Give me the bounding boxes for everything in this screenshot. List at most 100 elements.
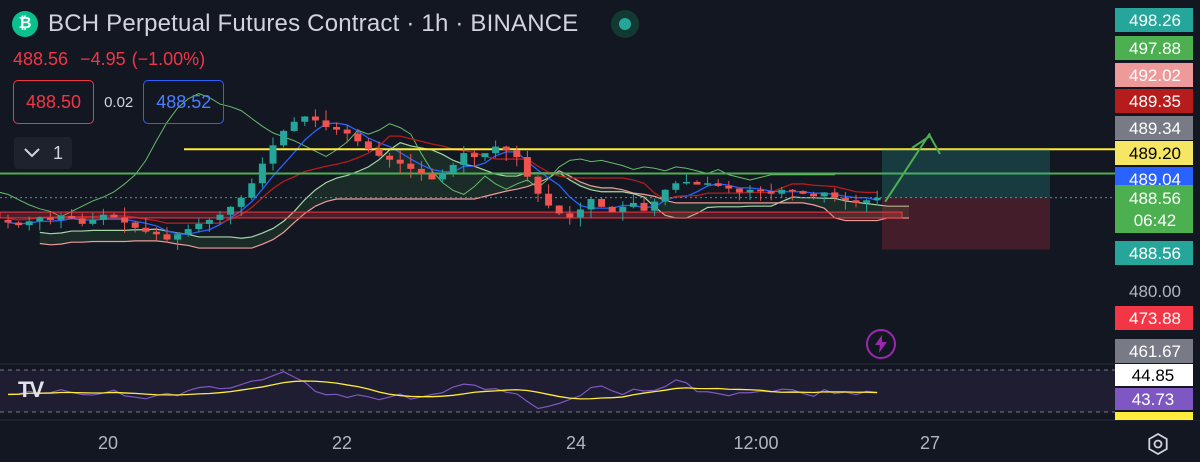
candle-body bbox=[661, 189, 669, 202]
indicators-count: 1 bbox=[52, 142, 63, 163]
candle-body bbox=[301, 116, 309, 122]
candle-body bbox=[184, 229, 192, 235]
collapse-indicators-button[interactable]: 1 bbox=[14, 137, 72, 169]
price-label-bg bbox=[1115, 63, 1193, 87]
chart-header: ₿ BCH Perpetual Futures Contract · 1h · … bbox=[12, 10, 639, 38]
candle-body bbox=[714, 183, 722, 186]
candle-body bbox=[258, 163, 266, 184]
candle-body bbox=[449, 164, 457, 173]
rsi-line bbox=[7, 371, 878, 410]
price-scale: 498.26 497.88 492.02 489.35 489.34 489.20 489.… bbox=[1115, 0, 1200, 420]
candlestick-series bbox=[4, 109, 881, 250]
chart-title: BCH Perpetual Futures Contract · 1h · BI… bbox=[48, 10, 579, 37]
candle-body bbox=[386, 155, 394, 160]
candle-body bbox=[481, 153, 489, 158]
candle-body bbox=[492, 146, 500, 154]
price-label: 492.02 bbox=[1129, 66, 1181, 85]
span-b-line bbox=[39, 170, 909, 249]
candle-body bbox=[555, 205, 563, 214]
candle-body bbox=[110, 214, 118, 218]
candle-body bbox=[810, 193, 818, 197]
projection-arrow bbox=[884, 132, 931, 203]
base-line bbox=[7, 135, 878, 224]
horizontal-levels bbox=[0, 148, 1115, 219]
rsi-extra-label-bg bbox=[1115, 412, 1193, 420]
trade-panel: 488.50 0.02 488.52 bbox=[13, 80, 225, 124]
candle-body bbox=[502, 146, 510, 151]
price-label: 497.88 bbox=[1129, 39, 1181, 58]
candle-body bbox=[142, 227, 150, 232]
rsi-ma-line bbox=[7, 380, 878, 400]
candle-body bbox=[131, 222, 139, 228]
candle-body bbox=[725, 185, 733, 189]
candle-body bbox=[237, 197, 245, 207]
ichimoku-cloud-fill bbox=[39, 142, 910, 249]
candle-body bbox=[227, 206, 235, 215]
coin-icon: ₿ bbox=[12, 11, 38, 37]
candle-body bbox=[25, 221, 33, 226]
price-label: 489.04 bbox=[1129, 170, 1181, 189]
candle-body bbox=[15, 222, 23, 226]
candle-body bbox=[820, 192, 828, 197]
candle-body bbox=[470, 153, 478, 158]
x-tick-label: 12:00 bbox=[733, 433, 778, 453]
candle-body bbox=[417, 168, 425, 175]
x-tick-label: 27 bbox=[920, 433, 940, 453]
candle-body bbox=[195, 223, 203, 230]
candle-body bbox=[269, 145, 277, 164]
price-label-bg bbox=[1115, 89, 1193, 113]
candle-body bbox=[534, 176, 542, 194]
buy-button[interactable]: 488.52 bbox=[143, 80, 225, 124]
price-label: 488.56 bbox=[1129, 189, 1181, 208]
time-axis: 20 22 24 12:00 27 bbox=[0, 419, 1200, 453]
candle-body bbox=[68, 216, 76, 219]
price-label-bg bbox=[1115, 241, 1193, 265]
candle-body bbox=[57, 216, 65, 220]
price-label-bg bbox=[1115, 116, 1193, 140]
price-label-bg bbox=[1115, 141, 1193, 165]
quote-line: 488.56 −4.95 (−1.00%) bbox=[13, 49, 205, 70]
price-label: 461.67 bbox=[1129, 342, 1181, 361]
candle-body bbox=[78, 218, 86, 224]
price-label: 488.56 bbox=[1129, 244, 1181, 263]
spread-value: 0.02 bbox=[104, 93, 134, 111]
candle-body bbox=[354, 133, 362, 142]
candle-body bbox=[216, 214, 224, 220]
live-indicator-icon[interactable] bbox=[610, 10, 639, 38]
candle-body bbox=[778, 189, 786, 194]
candle-body bbox=[873, 197, 881, 201]
candle-body bbox=[280, 130, 288, 146]
price-change-pct: (−1.00%) bbox=[131, 49, 206, 69]
support-zone bbox=[0, 211, 903, 219]
candle-body bbox=[407, 163, 415, 169]
candle-body bbox=[693, 181, 701, 185]
candle-body bbox=[248, 183, 256, 198]
lightning-icon[interactable] bbox=[866, 329, 896, 359]
rsi-ma-label: 44.85 bbox=[1132, 366, 1175, 385]
long-position-tool bbox=[0, 132, 1115, 250]
candle-body bbox=[163, 234, 171, 240]
candle-body bbox=[746, 189, 754, 193]
price-label-bg bbox=[1115, 306, 1193, 330]
settings-icon[interactable] bbox=[1146, 432, 1170, 456]
candle-body bbox=[343, 129, 351, 134]
rsi-pane bbox=[0, 363, 1115, 413]
candle-body bbox=[757, 189, 765, 192]
sell-button[interactable]: 488.50 bbox=[13, 80, 95, 124]
rsi-band bbox=[0, 370, 1115, 412]
candle-body bbox=[831, 192, 839, 198]
countdown-label: 06:42 bbox=[1134, 211, 1177, 230]
projection-arrowhead bbox=[911, 134, 941, 155]
candle-body bbox=[4, 219, 12, 223]
rsi-label: 43.73 bbox=[1132, 390, 1175, 409]
candle-body bbox=[598, 198, 606, 207]
tradingview-logo-icon[interactable]: TV bbox=[18, 377, 44, 402]
x-tick-label: 22 bbox=[332, 433, 352, 453]
candle-body bbox=[428, 174, 436, 180]
candle-body bbox=[788, 189, 796, 192]
price-label-bg bbox=[1115, 36, 1193, 60]
candle-body bbox=[587, 198, 595, 210]
target-zone bbox=[882, 149, 1050, 198]
candle-body bbox=[99, 214, 107, 220]
